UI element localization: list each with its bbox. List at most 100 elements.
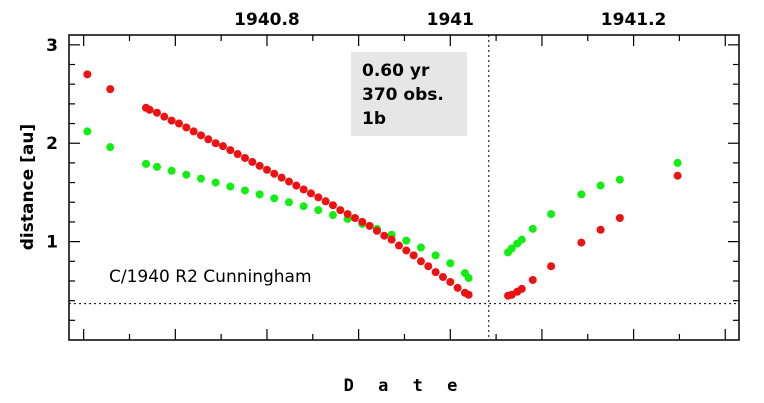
x-tick-label: 1940.8 [234,10,300,30]
data-point [446,259,455,268]
data-point [547,262,556,271]
data-point [240,153,249,162]
data-point [328,211,337,220]
data-point [394,241,403,250]
data-point [167,116,176,125]
data-point [328,201,337,210]
data-point [262,165,271,174]
data-point [350,214,359,222]
data-point [196,174,205,183]
data-point [464,290,473,299]
data-point [507,244,516,253]
data-point [402,246,411,255]
tick-labels: 1940.8 1941 1941.2 1 2 3 [46,10,666,253]
data-point [431,251,440,260]
data-point [343,210,352,219]
data-point [141,159,150,168]
data-point [182,170,191,179]
data-point [83,70,92,79]
data-point [218,142,227,151]
y-tick-label: 1 [46,233,58,253]
info-box-line: 1b [362,109,386,129]
data-point [372,226,381,235]
x-axis-title: D a t e [344,376,465,396]
data-point [106,143,115,152]
reference-lines [69,35,739,340]
data-point [299,185,308,194]
data-point [438,273,447,282]
y-tick-label: 3 [46,36,58,56]
data-point [277,173,286,182]
data-point [577,238,586,247]
data-point [409,251,418,260]
data-point [152,162,161,171]
x-tick-label: 1941.2 [601,10,667,30]
data-point [673,171,682,180]
data-point [306,189,315,198]
data-point [387,235,396,244]
data-point [321,197,330,206]
data-point [248,157,257,166]
data-point [673,158,682,167]
data-point [182,123,191,132]
data-point [255,190,264,199]
data-point [211,139,220,148]
data-point [517,284,526,293]
data-point [299,202,308,211]
data-point [189,127,198,136]
x-tick-label: 1941 [427,10,474,30]
data-point [402,236,411,245]
data-point [152,108,161,117]
y-axis-title: distance [au] [18,124,38,250]
data-point [615,214,624,222]
data-point [596,181,605,190]
data-point [314,206,323,215]
data-point [226,146,235,155]
data-point [615,175,624,184]
data-point [424,262,433,271]
data-point [517,235,526,244]
data-point [453,283,462,292]
data-point [431,268,440,277]
info-box [351,52,467,136]
data-point [83,127,92,136]
data-point [416,257,425,266]
data-point [446,277,455,286]
data-point [270,194,279,203]
data-point [528,224,537,233]
data-point [233,150,242,159]
data-point [596,225,605,234]
data-series-group [83,70,682,300]
data-point [240,186,249,195]
data-series-group [83,127,682,283]
axis-ticks [69,35,739,340]
data-point [464,274,473,283]
data-point [226,182,235,191]
data-point [365,221,374,230]
data-point [145,105,154,114]
data-point [528,275,537,284]
info-box-text: 0.60 yr 370 obs. 1b [362,61,444,129]
data-point [270,169,279,178]
y-tick-label: 2 [46,134,58,154]
data-point [577,190,586,199]
info-box-line: 370 obs. [362,85,444,105]
data-point [106,85,115,94]
data-point [416,243,425,252]
data-point [292,181,301,190]
data-point [284,198,293,207]
data-point [547,210,556,219]
data-point [204,135,213,144]
data-point [314,193,323,202]
data-point [336,206,345,215]
info-box-line: 0.60 yr [362,61,430,81]
data-point [284,177,293,186]
data-point [380,231,389,240]
data-point [196,131,205,140]
data-series [83,70,682,300]
data-point [167,166,176,175]
data-point [160,112,169,121]
data-point [211,178,220,187]
data-point [174,119,183,128]
